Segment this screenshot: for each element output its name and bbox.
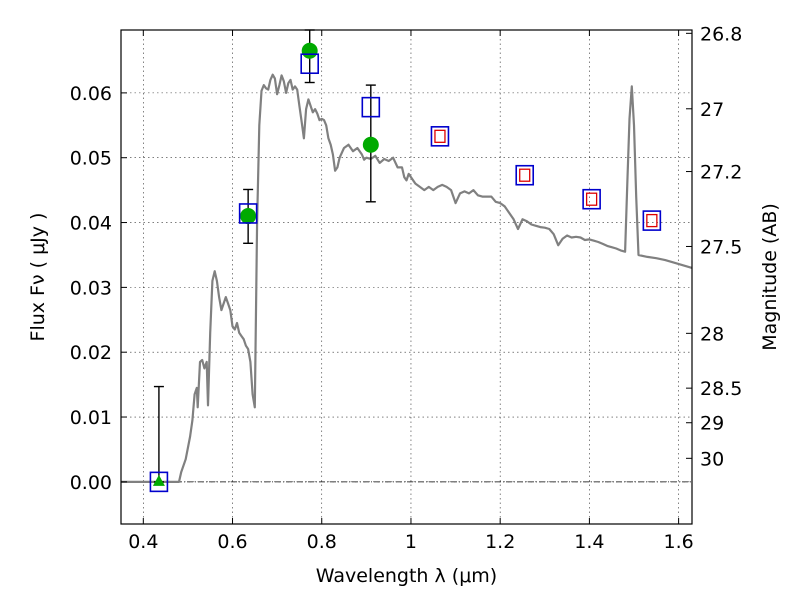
y-tick-label: 0.06 [70, 83, 112, 105]
model-box [361, 96, 381, 118]
observed-point [362, 136, 379, 153]
model-box [430, 126, 450, 147]
observed-points [152, 42, 379, 486]
model-box [149, 471, 169, 493]
model-box [515, 164, 535, 186]
observed-triangle-point [152, 474, 165, 486]
right-tick-label: 27.2 [700, 162, 742, 184]
x-tick-label: 0.4 [128, 531, 158, 553]
observed-point [240, 208, 257, 225]
x-tick-label: 0.6 [217, 531, 247, 553]
x-tick-label: 0.8 [307, 531, 337, 553]
x-tick-label: 1.4 [574, 531, 604, 553]
right-ticks: 26.8 27 27.2 27.5 28 28.5 29 30 [686, 23, 742, 470]
model-spectrum-line [121, 73, 693, 483]
predicted-box [519, 168, 531, 182]
error-bars [153, 29, 376, 483]
model-box [582, 188, 601, 210]
y-axis-label: Flux Fν ( μJy ) [27, 213, 49, 342]
y-ticks: 0.00 0.01 0.02 0.03 0.04 0.05 0.06 [70, 83, 127, 494]
y-tick-label: 0.02 [70, 342, 112, 364]
y-tick-label: 0.05 [70, 148, 112, 170]
predicted-box [585, 192, 598, 206]
x-tick-label: 1.6 [664, 531, 694, 553]
right-tick-label: 29 [700, 413, 724, 435]
model-spectrum [121, 73, 693, 483]
x-ticks: 0.4 0.6 0.8 1 1.2 1.4 1.6 [128, 30, 694, 553]
right-tick-label: 28.5 [700, 378, 742, 400]
right-tick-label: 28 [700, 323, 724, 345]
model-box [300, 53, 319, 75]
right-tick-label: 27.5 [700, 236, 742, 258]
predicted-box [434, 129, 446, 143]
y-tick-label: 0.01 [70, 407, 112, 429]
x-tick-label: 1.2 [485, 531, 515, 553]
right-axis-label: Magnitude (AB) [759, 203, 781, 351]
x-tick-label: 1 [405, 531, 417, 553]
y-tick-label: 0.04 [70, 213, 112, 235]
model-box [238, 203, 258, 224]
right-tick-label: 26.8 [700, 23, 742, 45]
predicted-box [646, 213, 658, 228]
model-boxes [149, 53, 662, 493]
grid-lines [121, 30, 692, 524]
x-axis-label: Wavelength λ (μm) [316, 565, 497, 587]
observed-point [301, 42, 318, 59]
predicted-boxes [434, 129, 658, 228]
right-tick-label: 27 [700, 99, 724, 121]
y-tick-label: 0.03 [70, 277, 112, 299]
y-tick-label: 0.00 [70, 472, 112, 494]
model-box [642, 210, 662, 231]
right-tick-label: 30 [700, 448, 724, 470]
plot-frame [120, 29, 693, 525]
